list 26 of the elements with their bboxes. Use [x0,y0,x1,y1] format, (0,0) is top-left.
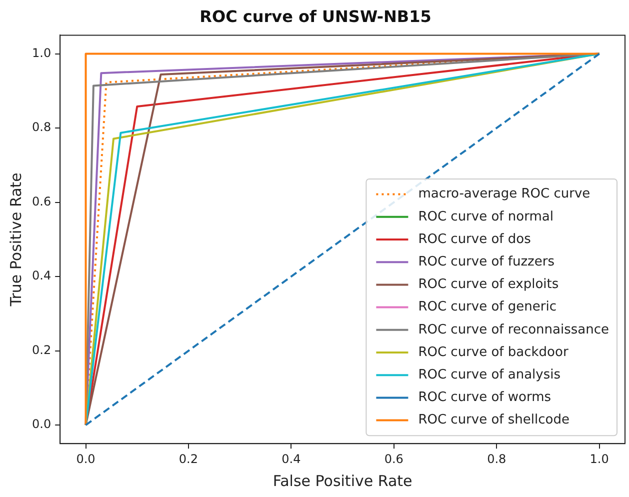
y-tick-label: 0.6 [32,194,52,208]
chart-title: ROC curve of UNSW-NB15 [200,6,432,26]
x-tick-label: 0.4 [282,452,301,466]
legend-label: ROC curve of dos [418,232,532,247]
y-tick-label: 0.2 [32,342,52,357]
legend-label: macro-average ROC curve [418,186,590,202]
x-tick-label: 0.6 [384,452,404,466]
legend-label: ROC curve of analysis [418,367,561,382]
x-tick-label: 0.8 [487,452,506,466]
y-tick-label: 0.4 [32,268,52,283]
legend-label: ROC curve of backdoor [418,344,569,360]
legend-label: ROC curve of exploits [418,277,559,292]
legend-label: ROC curve of shellcode [418,412,570,428]
legend-label: ROC curve of worms [418,390,552,406]
y-axis-title: True Positive Rate [6,172,25,308]
y-tick-label: 0.8 [32,120,52,134]
y-tick-label: 0.0 [32,417,52,432]
legend-label: ROC curve of generic [418,300,556,315]
x-tick-label: 0.0 [76,452,96,466]
legend-label: ROC curve of fuzzers [418,254,555,270]
x-tick-label: 0.2 [178,452,198,466]
y-tick-label: 1.0 [32,46,52,60]
x-tick-label: 1.0 [590,452,609,466]
x-axis-title: False Positive Rate [272,472,412,490]
legend-label: ROC curve of reconnaissance [418,322,610,338]
legend-label: ROC curve of normal [418,209,554,224]
